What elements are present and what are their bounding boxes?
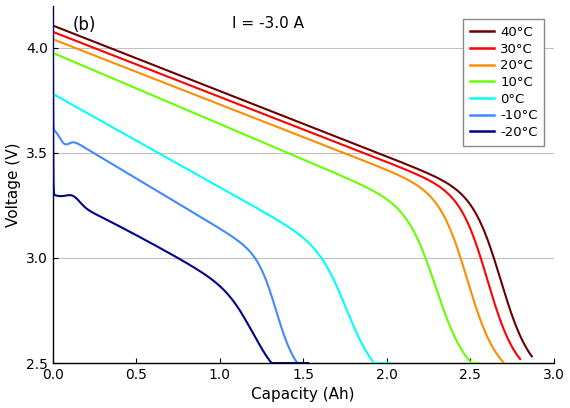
10°C [468, 361, 475, 366]
40°C [355, 143, 361, 148]
30°C [347, 145, 354, 150]
-20°C [205, 274, 211, 279]
Line: 0°C: 0°C [53, 94, 390, 363]
-20°C [50, 7, 56, 12]
Line: 40°C: 40°C [53, 26, 532, 356]
X-axis label: Capacity (Ah): Capacity (Ah) [251, 388, 355, 402]
-20°C [198, 270, 205, 275]
20°C [50, 37, 56, 42]
Line: -10°C: -10°C [53, 20, 307, 363]
40°C [528, 354, 535, 359]
40°C [340, 137, 347, 142]
-20°C [305, 361, 312, 366]
-20°C [212, 280, 219, 285]
Line: 20°C: 20°C [53, 39, 503, 362]
20°C [336, 149, 343, 154]
Line: 30°C: 30°C [53, 32, 520, 359]
40°C [328, 132, 335, 137]
-10°C [211, 223, 218, 228]
-20°C [65, 193, 72, 197]
40°C [79, 35, 86, 40]
20°C [500, 360, 507, 365]
0°C [254, 206, 261, 211]
10°C [475, 361, 482, 366]
10°C [320, 166, 327, 171]
30°C [452, 199, 459, 204]
-10°C [50, 17, 56, 22]
40°C [462, 196, 469, 201]
30°C [517, 357, 524, 361]
0°C [264, 212, 271, 217]
40°C [50, 23, 56, 28]
-10°C [303, 361, 310, 366]
-10°C [65, 142, 72, 146]
-10°C [197, 214, 203, 219]
20°C [437, 208, 444, 213]
0°C [386, 361, 393, 366]
10°C [296, 155, 303, 160]
0°C [305, 240, 312, 245]
0°C [50, 91, 56, 96]
40°C [413, 166, 420, 171]
30°C [321, 135, 328, 140]
-20°C [270, 361, 276, 366]
0°C [70, 103, 77, 108]
-10°C [203, 218, 210, 223]
10°C [308, 160, 315, 165]
-20°C [243, 319, 250, 324]
10°C [372, 190, 379, 195]
10°C [76, 62, 83, 67]
-10°C [268, 293, 275, 297]
-10°C [294, 361, 301, 366]
20°C [323, 144, 330, 149]
Text: I = -3.0 A: I = -3.0 A [232, 16, 304, 31]
Text: (b): (b) [73, 16, 96, 34]
30°C [333, 140, 340, 145]
Line: 10°C: 10°C [53, 53, 478, 363]
-10°C [242, 244, 249, 249]
0°C [245, 201, 252, 206]
30°C [50, 29, 56, 34]
Legend: 40°C, 30°C, 20°C, 10°C, 0°C, -10°C, -20°C: 40°C, 30°C, 20°C, 10°C, 0°C, -10°C, -20°… [463, 19, 544, 146]
-20°C [268, 361, 275, 366]
10°C [416, 240, 423, 245]
20°C [311, 139, 318, 144]
0°C [371, 361, 378, 366]
30°C [78, 40, 85, 45]
10°C [50, 51, 56, 55]
0°C [340, 299, 347, 304]
20°C [391, 171, 398, 176]
Y-axis label: Voltage (V): Voltage (V) [6, 142, 21, 226]
Line: -20°C: -20°C [53, 10, 308, 363]
30°C [404, 168, 410, 173]
20°C [77, 48, 84, 53]
